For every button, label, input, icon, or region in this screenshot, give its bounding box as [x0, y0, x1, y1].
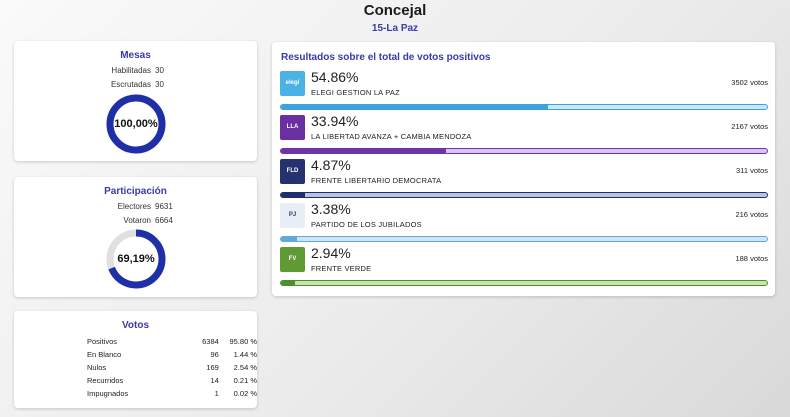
votos-row-label: Impugnados: [87, 389, 129, 398]
party-percent: 33.94%: [311, 113, 359, 129]
party-name: FRENTE LIBERTARIO DEMOCRATA: [311, 176, 442, 185]
mesas-title: Mesas: [120, 50, 151, 61]
electores-row: Electores 9631: [14, 201, 257, 213]
party-logo-text: LLA: [286, 124, 299, 130]
party-votes: 188 votos: [735, 254, 768, 263]
mesas-card: Mesas Habilitadas 30 Escrutadas 30 100,0…: [14, 41, 257, 161]
party-progress-bar: [280, 104, 768, 110]
votos-table: Positivos 6384 95.80 % En Blanco 96 1.44 % Nul…: [14, 335, 257, 400]
partido-jubilados-logo: PJ: [280, 203, 305, 228]
libertad-avanza-logo: LLA: [280, 115, 305, 140]
party-progress-bar: [280, 280, 768, 286]
votos-row-count: 96: [210, 350, 219, 359]
party-logo-text: FV: [288, 256, 297, 262]
elegi-logo: elegí: [280, 71, 305, 96]
votos-row-count: 14: [210, 376, 219, 385]
votos-row-count: 1: [214, 389, 219, 398]
party-progress-fill: [281, 281, 296, 285]
party-progress-bar: [280, 148, 768, 154]
participacion-card: Participación Electores 9631 Votaron 666…: [14, 177, 257, 297]
party-row[interactable]: FV 2.94% FRENTE VERDE 188 votos: [280, 245, 768, 291]
participacion-title: Participación: [104, 186, 167, 197]
habilitadas-label: Habilitadas: [111, 66, 151, 75]
mesas-percent: 100,00%: [114, 118, 158, 130]
frente-libertario-logo: FLD: [280, 159, 305, 184]
frente-verde-logo: FV: [280, 247, 305, 272]
votos-row-percent: 95.80 %: [229, 337, 257, 346]
votos-row: En Blanco 96 1.44 %: [14, 348, 257, 361]
votos-row-percent: 0.21 %: [233, 376, 257, 385]
electores-value: 9631: [155, 202, 173, 211]
page-title: Concejal: [363, 2, 427, 19]
party-row[interactable]: elegí 54.86% ELEGI GESTION LA PAZ 3502 voto…: [280, 69, 768, 115]
party-progress-fill: [281, 237, 298, 241]
party-votes: 216 votos: [735, 210, 768, 219]
mesas-donut: 100,00%: [105, 93, 167, 155]
votos-row-percent: 1.44 %: [233, 350, 257, 359]
party-percent: 54.86%: [311, 69, 359, 85]
party-row[interactable]: LLA 33.94% LA LIBERTAD AVANZA + CAMBIA MEN…: [280, 113, 768, 159]
votos-card: Votos Positivos 6384 95.80 % En Blanco 96 1.4…: [14, 311, 257, 408]
votos-row: Recurridos 14 0.21 %: [14, 374, 257, 387]
party-percent: 2.94%: [311, 245, 351, 261]
votos-row-label: En Blanco: [87, 350, 122, 359]
votos-row-label: Nulos: [87, 363, 107, 372]
party-name: ELEGI GESTION LA PAZ: [311, 88, 400, 97]
votos-row-count: 169: [206, 363, 219, 372]
party-name: PARTIDO DE LOS JUBILADOS: [311, 220, 422, 229]
party-row[interactable]: PJ 3.38% PARTIDO DE LOS JUBILADOS 216 votos: [280, 201, 768, 247]
votaron-row: Votaron 6664: [14, 215, 257, 227]
mesas-donut-arc: [106, 94, 166, 154]
habilitadas-value: 30: [155, 66, 164, 75]
escrutadas-row: Escrutadas 30: [14, 79, 257, 91]
party-progress-fill: [281, 193, 305, 197]
habilitadas-row: Habilitadas 30: [14, 65, 257, 77]
votos-row: Nulos 169 2.54 %: [14, 361, 257, 374]
escrutadas-label: Escrutadas: [110, 80, 151, 89]
party-progress-bar: [280, 236, 768, 242]
votos-row-count: 6384: [202, 337, 219, 346]
party-votes: 311 votos: [736, 166, 768, 175]
party-votes: 3502 votos: [731, 78, 768, 87]
votos-title: Votos: [121, 320, 150, 331]
party-name: FRENTE VERDE: [311, 264, 372, 273]
electores-label: Electores: [117, 202, 151, 211]
votos-row: Positivos 6384 95.80 %: [14, 335, 257, 348]
party-percent: 3.38%: [311, 201, 351, 217]
page-subtitle: 15-La Paz: [371, 23, 419, 34]
party-logo-text: elegí: [285, 80, 300, 86]
votos-row-percent: 2.54 %: [233, 363, 257, 372]
escrutadas-value: 30: [155, 80, 164, 89]
votos-row: Impugnados 1 0.02 %: [14, 387, 257, 400]
party-progress-fill: [281, 105, 548, 109]
party-progress-fill: [281, 149, 446, 153]
party-name: LA LIBERTAD AVANZA + CAMBIA MENDOZA: [311, 132, 472, 141]
party-row[interactable]: FLD 4.87% FRENTE LIBERTARIO DEMOCRATA 311 v…: [280, 157, 768, 203]
votos-row-label: Positivos: [87, 337, 118, 346]
party-votes: 2167 votos: [731, 122, 768, 131]
votaron-value: 6664: [155, 216, 173, 225]
page-header: Concejal 15-La Paz: [0, 0, 790, 35]
participacion-donut-arc: [106, 229, 166, 289]
party-logo-text: FLD: [286, 168, 299, 174]
results-title: Resultados sobre el total de votos posit…: [281, 52, 491, 63]
results-card: Resultados sobre el total de votos posit…: [272, 42, 775, 296]
votos-row-percent: 0.02 %: [233, 389, 257, 398]
votos-row-label: Recurridos: [87, 376, 124, 385]
party-percent: 4.87%: [311, 157, 351, 173]
party-progress-bar: [280, 192, 768, 198]
participacion-percent: 69,19%: [117, 253, 155, 265]
votaron-label: Votaron: [123, 216, 151, 225]
participacion-donut: 69,19%: [105, 228, 167, 290]
party-logo-text: PJ: [288, 212, 297, 218]
